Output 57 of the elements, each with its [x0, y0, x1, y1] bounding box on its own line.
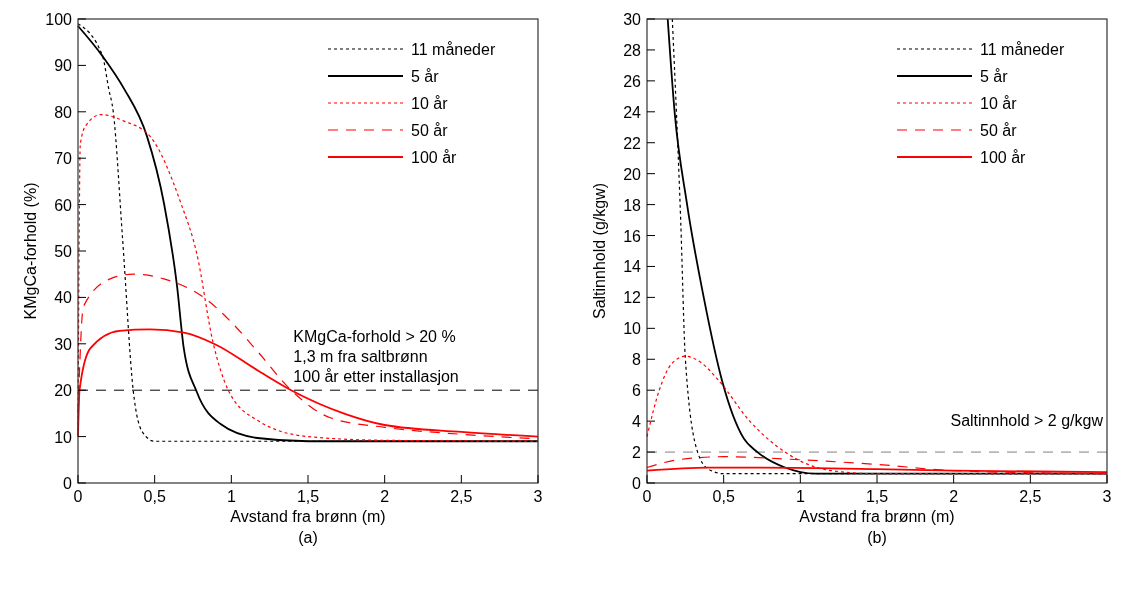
legend-label: 100 år [411, 149, 458, 166]
annotation: KMgCa-forhold > 20 % 1,3 m fra saltbrønn 100 år etter installasjon [293, 328, 459, 386]
legend-label: 11 måneder [411, 41, 496, 58]
y-tick-label: 4 [632, 413, 642, 431]
x-axis-title: Avstand fra brønn (m) [799, 508, 955, 525]
y-axis-title: Saltinnhold (g/kgw) [591, 182, 608, 320]
y-tick-label: 30 [54, 335, 73, 353]
x-axis-title: Avstand fra brønn (m) [230, 508, 386, 525]
y-axis-title: KMgCa-forhold (%) [22, 182, 39, 320]
legend-label: 10 år [980, 95, 1018, 112]
y-tick-label: 26 [623, 72, 642, 90]
text: (a) [298, 529, 318, 546]
y-tick-label: 22 [623, 134, 642, 152]
legend-label: 50 år [980, 122, 1018, 139]
y-tick-label: 14 [623, 258, 642, 276]
y-tick-label: 80 [54, 103, 73, 121]
x-tick-label: 2 [949, 488, 959, 505]
y-tick-label: 0 [632, 475, 642, 492]
x-tick-label: 3 [1102, 488, 1112, 505]
y-tick-label: 18 [623, 196, 642, 214]
x-tick-label: 1,5 [865, 488, 889, 505]
legend-label: 10 år [411, 95, 449, 112]
y-tick-label: 6 [632, 382, 642, 400]
y-tick-label: 12 [623, 289, 642, 307]
x-tick-label: 1 [226, 488, 236, 505]
x-tick-label: 2 [380, 488, 390, 505]
y-tick-label: 20 [623, 165, 642, 183]
annotation: Saltinnhold > 2 g/kgw [950, 412, 1104, 430]
x-tick-label: 2,5 [450, 488, 473, 505]
text: (b) [867, 529, 887, 546]
legend-label: 100 år [980, 149, 1027, 166]
legend-label: 50 år [411, 122, 449, 139]
x-tick-label: 0,5 [143, 488, 166, 505]
legend-label: 5 år [980, 68, 1009, 85]
y-tick-label: 2 [632, 444, 642, 462]
y-tick-label: 16 [623, 227, 642, 245]
x-tick-label: 1 [795, 488, 805, 505]
y-tick-label: 24 [623, 103, 642, 121]
y-tick-label: 40 [54, 289, 73, 307]
y-tick-label: 28 [623, 41, 642, 59]
y-tick-label: 10 [623, 320, 642, 338]
y-tick-label: 10 [54, 428, 73, 446]
y-tick-label: 8 [632, 351, 642, 369]
x-tick-label: 0,5 [712, 488, 735, 505]
y-tick-label: 70 [54, 150, 73, 168]
x-tick-label: 1,5 [296, 488, 320, 505]
y-tick-label: 30 [623, 11, 642, 28]
y-tick-label: 50 [54, 243, 73, 260]
y-tick-label: 90 [54, 57, 73, 75]
x-tick-label: 2,5 [1019, 488, 1042, 505]
x-tick-label: 3 [533, 488, 543, 505]
legend-label: 11 måneder [980, 41, 1065, 58]
y-tick-label: 100 [45, 11, 73, 28]
y-tick-label: 60 [54, 196, 73, 214]
legend-label: 5 år [411, 68, 440, 85]
y-tick-label: 20 [54, 382, 73, 400]
y-tick-label: 0 [63, 475, 73, 492]
